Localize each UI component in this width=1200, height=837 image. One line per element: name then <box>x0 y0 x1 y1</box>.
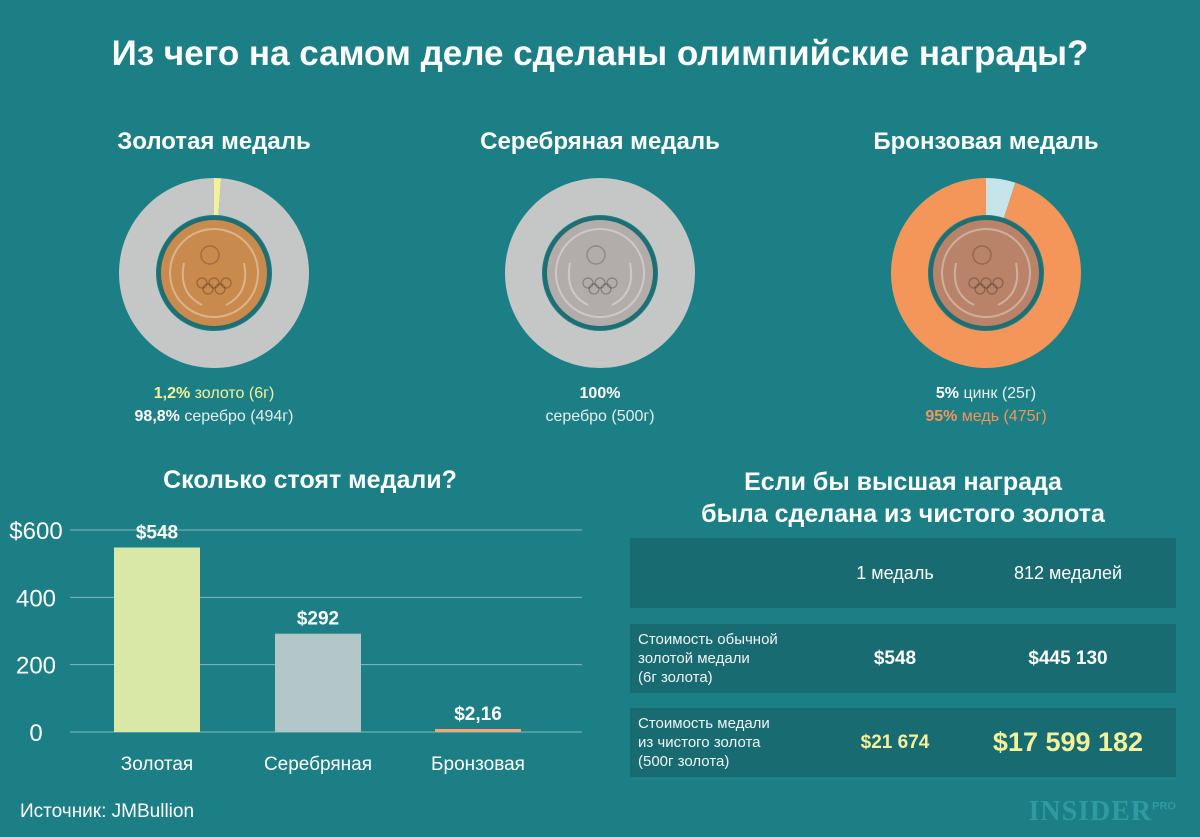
bar-value-label: $548 <box>136 523 178 544</box>
donut-segment-цинк <box>986 178 1016 218</box>
donut-segment-серебро <box>119 178 309 368</box>
insider-pro-logo: INSIDERPRO <box>1028 796 1176 828</box>
zinc-share-text: цинк (25г) <box>959 385 1037 402</box>
y-tick-label: 200 <box>16 653 56 680</box>
row-label-pure-gold: Стоимость медали из чистого золота (500г… <box>630 714 830 771</box>
logo-sup: PRO <box>1152 800 1176 813</box>
silver-pct: 100% <box>579 385 621 402</box>
silver-weight-line: серебро (500г) <box>545 408 655 425</box>
row-label-line: Стоимость медали <box>638 715 770 732</box>
x-tick-label: Серебряная <box>264 754 372 775</box>
table-header-row: 1 медаль 812 медалей <box>630 538 1176 608</box>
bronze-medal-donut <box>891 178 1081 368</box>
copper-share-text: медь (475г) <box>957 408 1047 425</box>
y-tick-label: 400 <box>16 585 56 612</box>
silver-medal-donut <box>505 178 695 368</box>
medal-image <box>543 216 657 330</box>
bar-value-label: $292 <box>297 609 339 630</box>
gold-medal-donut <box>119 178 309 368</box>
medal-image <box>929 216 1043 330</box>
cost-bar-chart: 0 200 400 $600 $548 Золотая $292 Серебряная $2,1… <box>9 518 582 775</box>
regular-all-medals-value: $445 130 <box>1028 647 1108 669</box>
row-label-line: золотой медали <box>638 650 750 667</box>
silver-medal-title: Серебряная медаль <box>480 128 720 155</box>
table-row: Стоимость обычной золотой медали (6г зол… <box>630 624 1176 693</box>
copper-share-line: 95% медь (475г) <box>826 405 1146 428</box>
source-note: Источник: JMBullion <box>20 801 195 822</box>
silver-medal-stats: 100% серебро (500г) <box>440 382 760 428</box>
medal-image <box>157 216 271 330</box>
table-header-812-medals: 812 медалей <box>1013 562 1123 583</box>
row-label-regular: Стоимость обычной золотой медали (6г зол… <box>630 630 830 687</box>
gold-share-line: 1,2% золото (6г) <box>54 382 374 405</box>
pure-gold-one-medal-value: $21 674 <box>860 731 930 753</box>
x-tick-label: Бронзовая <box>431 754 525 775</box>
silver-share-pct: 98,8% <box>134 408 180 425</box>
table-row: Стоимость медали из чистого золота (500г… <box>630 708 1176 777</box>
gold-medal-panel: Золотая медаль 1,2% золото (6г) 98,8% се… <box>54 128 374 428</box>
bronze-medal-title: Бронзовая медаль <box>873 128 1099 155</box>
table-header-one-medal: 1 медаль <box>856 562 934 583</box>
bar-Бронзовая <box>435 729 521 732</box>
zinc-share-line: 5% цинк (25г) <box>826 382 1146 405</box>
silver-share-text: серебро (494г) <box>179 408 294 425</box>
page-title: Из чего на самом деле сделаны олимпийски… <box>111 34 1089 73</box>
x-tick-label: Золотая <box>121 754 193 775</box>
cost-chart-title: Сколько стоят медали? <box>163 466 457 494</box>
logo-text: INSIDER <box>1028 796 1153 827</box>
bar-value-label: $2,16 <box>454 704 502 725</box>
row-label-line: из чистого золота <box>638 734 761 751</box>
pure-gold-title-line2: была сделана из чистого золота <box>701 500 1105 528</box>
silver-share-line: 98,8% серебро (494г) <box>54 405 374 428</box>
donut-segment-серебро <box>505 178 695 368</box>
zinc-share-pct: 5% <box>935 385 959 402</box>
y-tick-label: 0 <box>29 720 42 747</box>
silver-medal-panel: Серебряная медаль 100% серебро (500г) <box>440 128 760 428</box>
pure-gold-all-medals-value: $17 599 182 <box>992 727 1144 757</box>
y-tick-label: $600 <box>9 518 62 545</box>
donut-segment-медь <box>891 178 1081 368</box>
gold-share-text: золото (6г) <box>190 385 275 402</box>
gold-medal-title: Золотая медаль <box>117 128 311 155</box>
gold-medal-stats: 1,2% золото (6г) 98,8% серебро (494г) <box>54 382 374 428</box>
silver-pct-line: 100% <box>440 382 760 405</box>
pure-gold-title: Если бы высшая награда была сделана из ч… <box>630 466 1176 530</box>
row-label-line: Стоимость обычной <box>638 631 778 648</box>
donut-segment-золото <box>214 178 222 216</box>
row-label-line: (500г золота) <box>638 753 730 770</box>
pure-gold-title-line1: Если бы высшая награда <box>744 468 1062 496</box>
bar-Серебряная <box>275 633 361 732</box>
regular-one-medal-value: $548 <box>873 647 917 669</box>
row-label-line: (6г золота) <box>638 669 713 686</box>
bronze-medal-stats: 5% цинк (25г) 95% медь (475г) <box>826 382 1146 428</box>
bronze-medal-panel: Бронзовая медаль 5% цинк (25г) 95% медь … <box>826 128 1146 428</box>
gold-share-pct: 1,2% <box>153 385 191 402</box>
bar-Золотая <box>114 547 200 732</box>
copper-share-pct: 95% <box>925 408 958 425</box>
